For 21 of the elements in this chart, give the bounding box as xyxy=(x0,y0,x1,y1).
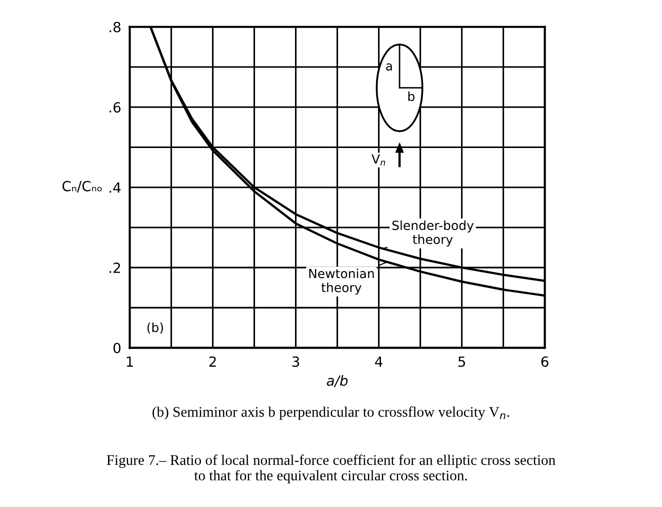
y-axis-title: Cₙ/Cₙₒ xyxy=(62,180,102,192)
x-tick-label: 1 xyxy=(126,356,133,367)
x-tick-label: 6 xyxy=(541,356,548,367)
annotation: V$_{n}$ xyxy=(372,154,386,166)
annotation: a xyxy=(386,63,392,71)
y-tick-label: .8 xyxy=(110,22,120,32)
x-tick-label: 2 xyxy=(209,356,216,367)
legend-label: Newtonian theory xyxy=(309,268,374,295)
x-tick-label: 3 xyxy=(292,356,300,367)
x-tick-label: 5 xyxy=(458,356,466,367)
annotation: b xyxy=(408,91,414,102)
annotation: (b) xyxy=(147,322,163,334)
text: (b) Semiminor axis b perpendicular to crossflow velocity V$_{n}$. xyxy=(152,406,510,420)
y-tick-label: 0 xyxy=(114,342,120,354)
y-tick-label: .6 xyxy=(110,102,121,113)
y-tick-label: .4 xyxy=(110,182,121,193)
x-axis-title: a/b xyxy=(326,375,348,387)
x-tick-label: 4 xyxy=(375,356,382,367)
y-tick-label: .2 xyxy=(110,262,120,273)
series-label: Slender-body theory xyxy=(392,220,474,247)
caption: Figure 7.– Ratio of local normal-force coefficient for an elliptic cross section to that for the equivalent circular cross section. xyxy=(106,454,556,484)
